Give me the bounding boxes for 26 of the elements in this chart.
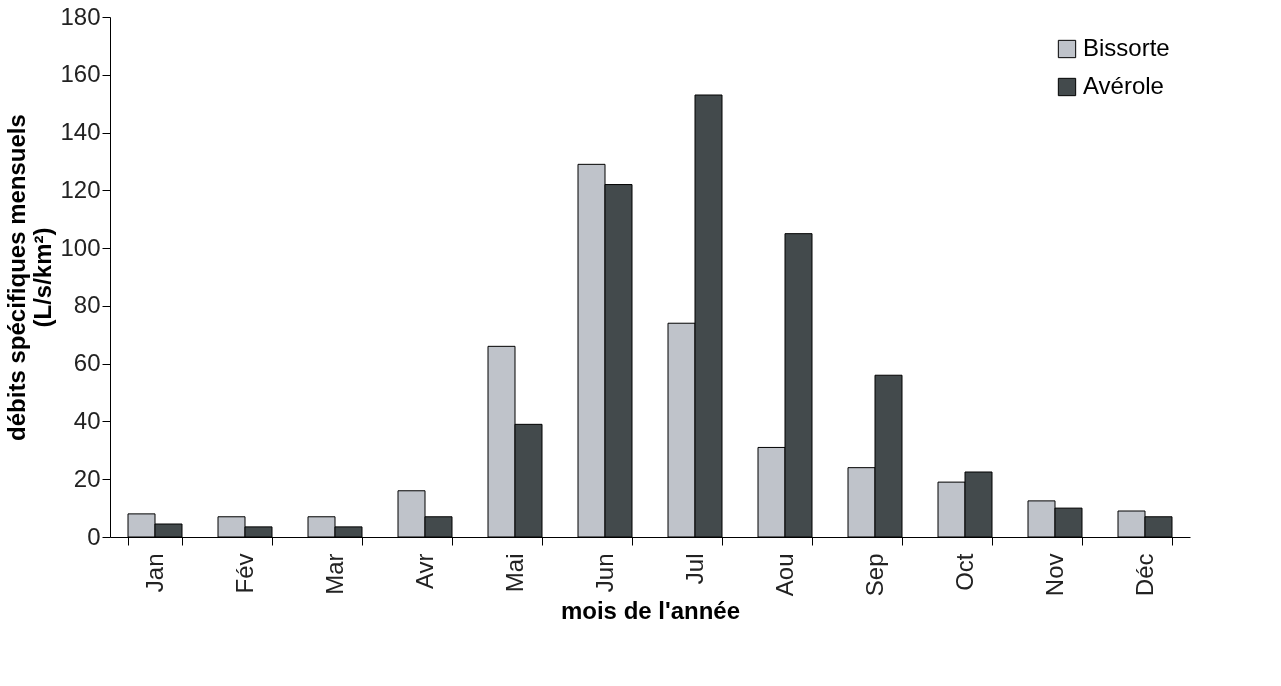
y-tick-label: 60 (73, 349, 101, 377)
y-tick-label: 80 (73, 291, 101, 319)
x-tick-label: Oct (950, 553, 978, 591)
y-axis-title: débits spécifiques mensuels (L/s/km²) (3, 114, 57, 441)
y-tick-label: 140 (60, 118, 101, 146)
x-tick-label: Déc (1130, 553, 1158, 597)
x-tick-label: Jan (140, 553, 168, 593)
y-tick-label: 20 (73, 464, 101, 492)
x-tick-label: Jul (680, 553, 708, 585)
x-tick-label: Sep (860, 553, 888, 597)
legend-label: Avérole (1083, 72, 1164, 99)
x-tick-label: Fév (230, 553, 258, 594)
y-tick-label: 100 (60, 233, 101, 261)
y-tick-label: 120 (60, 175, 101, 203)
y-tick-label: 0 (87, 522, 101, 550)
x-axis-title: mois de l'année (560, 597, 741, 625)
legend-label: Bissorte (1083, 34, 1170, 61)
y-tick-label: 160 (60, 60, 101, 88)
x-tick-label: Mar (320, 553, 348, 595)
x-tick-label: Nov (1040, 553, 1068, 597)
x-tick-label: Jun (590, 553, 618, 593)
y-tick-label: 40 (73, 406, 101, 434)
y-tick-label: 180 (60, 2, 101, 30)
x-tick-label: Avr (410, 553, 438, 590)
x-tick-label: Mai (500, 553, 528, 593)
x-tick-label: Aou (770, 553, 798, 597)
